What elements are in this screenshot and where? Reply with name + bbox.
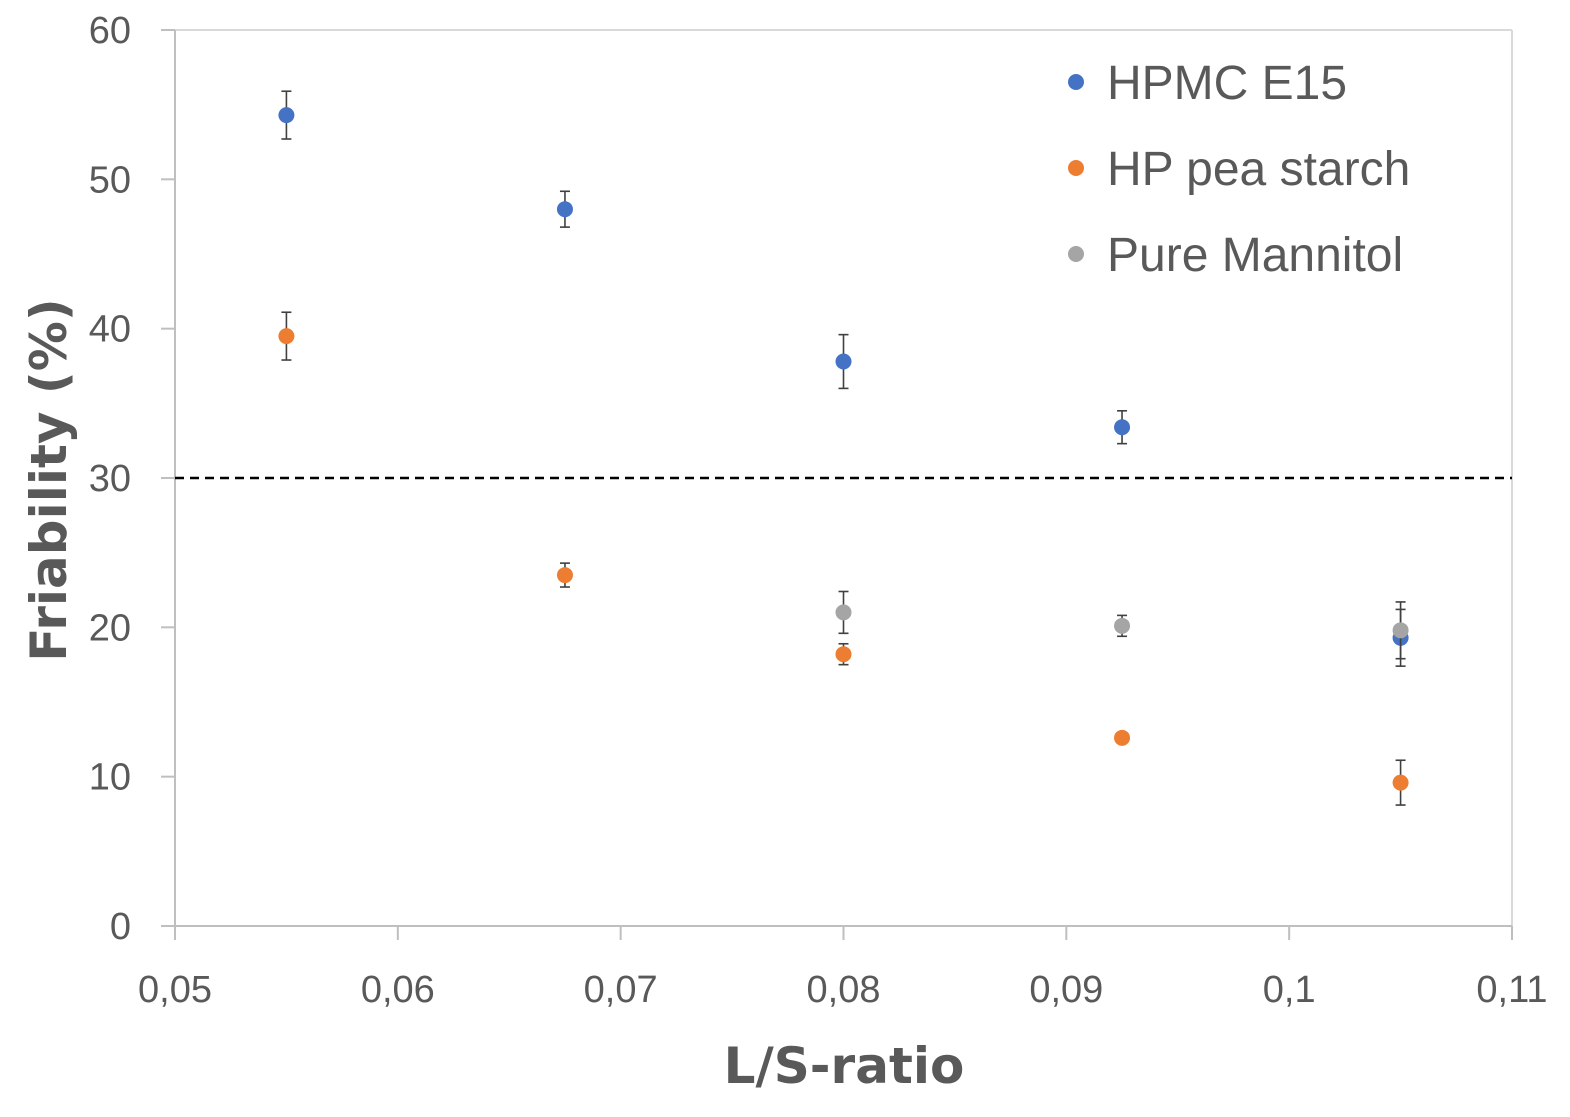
- y-tick-label: 30: [89, 458, 131, 500]
- data-series: [278, 90, 1409, 806]
- data-point: [278, 107, 295, 124]
- y-tick-label: 20: [89, 607, 131, 649]
- x-tick-label: 0,06: [361, 969, 435, 1011]
- legend-marker: [1068, 160, 1084, 176]
- y-tick-label: 0: [110, 906, 131, 948]
- data-point: [556, 567, 573, 584]
- legend-label: HPMC E15: [1107, 57, 1347, 110]
- y-tick-label: 40: [89, 309, 131, 351]
- legend-label: HP pea starch: [1107, 143, 1410, 196]
- data-point: [1392, 622, 1409, 639]
- y-tick-label: 10: [89, 757, 131, 799]
- data-point: [1114, 617, 1131, 634]
- data-point: [835, 353, 852, 370]
- data-point: [556, 201, 573, 218]
- data-point: [835, 604, 852, 621]
- x-tick-label: 0,09: [1029, 969, 1103, 1011]
- data-point: [1392, 774, 1409, 791]
- data-point: [1114, 419, 1131, 436]
- x-tick-label: 0,1: [1263, 969, 1316, 1011]
- x-axis: 0,05 0,06 0,07 0,08 0,09 0,1 0,11: [138, 926, 1548, 1011]
- data-point: [1114, 729, 1131, 746]
- series-pure-mannitol: [835, 590, 1409, 660]
- legend-marker: [1068, 74, 1084, 90]
- x-axis-title: L/S-ratio: [724, 1037, 965, 1095]
- series-hp-pea-starch: [278, 311, 1409, 806]
- legend-marker: [1068, 246, 1084, 262]
- x-tick-label: 0,11: [1476, 969, 1547, 1011]
- x-tick-label: 0,08: [807, 969, 881, 1011]
- y-tick-label: 50: [89, 159, 131, 201]
- data-point: [278, 328, 295, 345]
- x-tick-label: 0,07: [584, 969, 658, 1011]
- data-point: [835, 646, 852, 663]
- y-axis: 0 10 20 30 40 50 60: [89, 10, 175, 948]
- legend: HPMC E15 HP pea starch Pure Mannitol: [1068, 57, 1410, 282]
- legend-label: Pure Mannitol: [1107, 229, 1403, 282]
- y-axis-title: Friability (%): [20, 298, 78, 661]
- x-tick-label: 0,05: [138, 969, 212, 1011]
- y-tick-label: 60: [89, 10, 131, 52]
